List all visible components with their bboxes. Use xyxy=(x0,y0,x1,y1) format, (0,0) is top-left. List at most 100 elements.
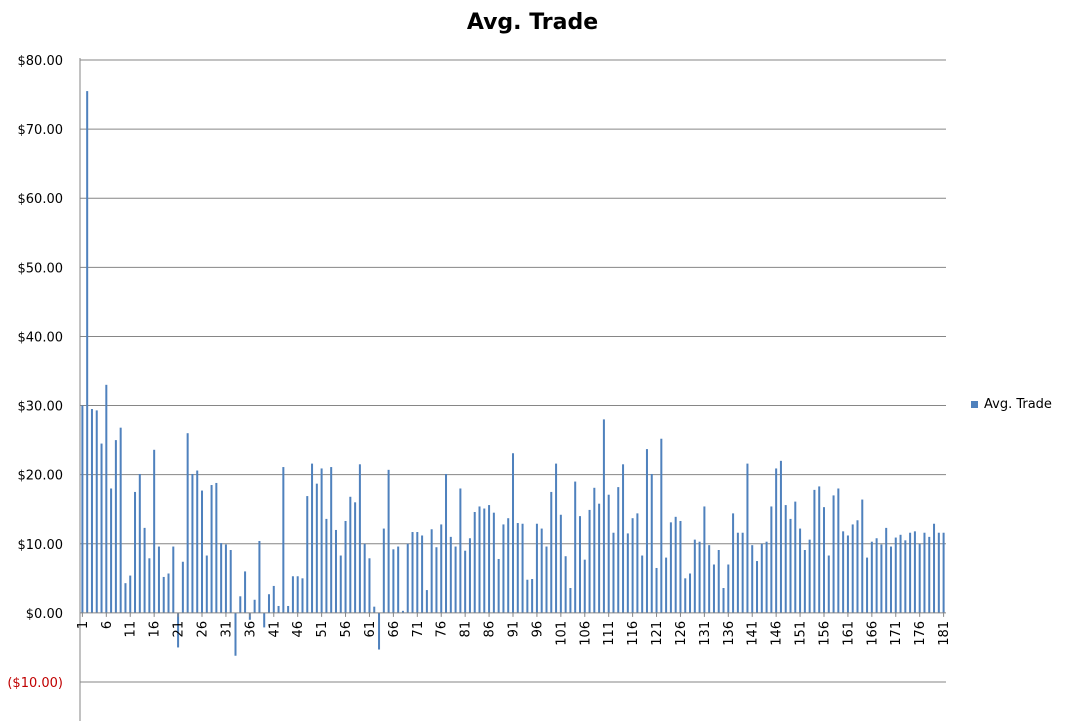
bar xyxy=(502,524,505,613)
bar xyxy=(325,518,328,613)
y-tick-label: $30.00 xyxy=(18,400,64,415)
x-tick-label: 46 xyxy=(291,621,306,638)
bar xyxy=(488,505,491,613)
x-tick-label: 71 xyxy=(411,621,426,638)
bar xyxy=(124,583,127,613)
bar xyxy=(473,511,476,613)
bar xyxy=(387,469,390,613)
bar xyxy=(86,91,89,613)
bar xyxy=(775,468,778,613)
bar xyxy=(435,547,438,613)
x-tick-label: 151 xyxy=(794,621,809,646)
bar xyxy=(933,523,936,613)
x-tick-label: 101 xyxy=(554,621,569,646)
bar xyxy=(220,543,223,613)
bar xyxy=(311,463,314,613)
bar xyxy=(378,612,381,650)
bar xyxy=(708,545,711,613)
bar xyxy=(253,599,256,613)
bar xyxy=(263,612,266,628)
bar xyxy=(545,546,548,613)
bar xyxy=(157,546,160,613)
bar xyxy=(789,518,792,613)
x-tick-label: 91 xyxy=(507,621,522,638)
bar xyxy=(712,564,715,613)
bar xyxy=(478,506,481,613)
bar xyxy=(272,585,275,613)
bar xyxy=(784,505,787,613)
bar xyxy=(90,409,93,613)
bar xyxy=(224,544,227,613)
bar xyxy=(612,532,615,613)
x-tick-label: 131 xyxy=(698,621,713,646)
bar xyxy=(593,487,596,613)
bar xyxy=(665,557,668,613)
x-tick-label: 81 xyxy=(459,621,474,638)
bar xyxy=(425,590,428,613)
bar xyxy=(564,556,567,613)
bar xyxy=(626,533,629,613)
bar xyxy=(875,538,878,613)
bar xyxy=(363,543,366,613)
bar xyxy=(186,433,189,613)
bar xyxy=(267,594,270,613)
bar xyxy=(866,557,869,613)
bar xyxy=(770,506,773,613)
x-tick-label: 31 xyxy=(219,621,234,638)
bar xyxy=(569,588,572,613)
bar xyxy=(416,532,419,613)
bar xyxy=(851,524,854,613)
bar xyxy=(181,561,184,613)
bar xyxy=(559,514,562,613)
bar xyxy=(430,529,433,613)
bar xyxy=(645,449,648,613)
bar xyxy=(172,546,175,613)
x-tick-label: 116 xyxy=(626,621,641,646)
bar xyxy=(531,579,534,613)
bar xyxy=(440,524,443,613)
bar xyxy=(277,605,280,613)
x-tick-label: 96 xyxy=(530,621,545,638)
bar xyxy=(177,612,180,648)
bar xyxy=(148,558,151,613)
bar xyxy=(354,502,357,613)
x-tick-label: 161 xyxy=(841,621,856,646)
bar xyxy=(210,485,213,613)
bar xyxy=(162,576,165,613)
bar xyxy=(401,610,404,613)
bar xyxy=(765,541,768,613)
bar xyxy=(550,491,553,613)
bar xyxy=(153,449,156,613)
bar xyxy=(143,527,146,613)
chart-title: Avg. Trade xyxy=(466,10,599,35)
bar xyxy=(832,495,835,613)
bar xyxy=(100,443,103,613)
x-tick-label: 26 xyxy=(196,621,211,638)
bar xyxy=(842,531,845,613)
bar xyxy=(411,532,414,613)
bar xyxy=(689,573,692,613)
bar xyxy=(693,539,696,613)
bar xyxy=(923,532,926,613)
bar xyxy=(521,523,524,613)
bar xyxy=(894,537,897,613)
bar xyxy=(741,532,744,613)
bar xyxy=(373,606,376,613)
bar xyxy=(937,532,940,613)
bar xyxy=(258,541,261,613)
y-tick-label: $80.00 xyxy=(18,54,64,69)
bar xyxy=(526,579,529,613)
legend-swatch xyxy=(971,401,978,408)
bar xyxy=(631,518,634,613)
bar xyxy=(315,483,318,613)
bar xyxy=(287,605,290,613)
bar xyxy=(746,463,749,613)
bar xyxy=(392,549,395,613)
bar xyxy=(105,384,108,613)
bar xyxy=(320,468,323,613)
bar xyxy=(95,410,98,613)
bar xyxy=(794,501,797,613)
bar xyxy=(358,464,361,613)
legend-label: Avg. Trade xyxy=(984,397,1052,412)
